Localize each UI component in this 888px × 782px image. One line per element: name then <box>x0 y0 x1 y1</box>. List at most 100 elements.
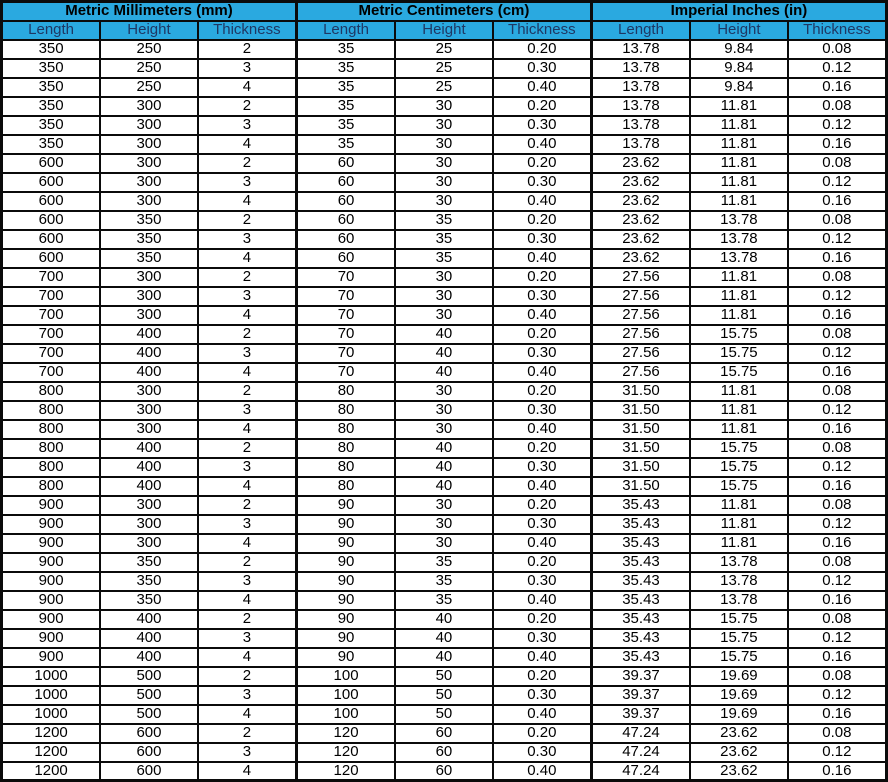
table-cell: 40 <box>394 361 494 383</box>
table-cell: 0.08 <box>786 665 888 687</box>
table-cell: 0.30 <box>491 684 593 706</box>
column-header-row: Length Height Thickness Length Height Thickne… <box>0 19 888 41</box>
table-cell: 300 <box>99 285 199 307</box>
table-cell: 0.40 <box>491 532 593 554</box>
table-cell: 500 <box>99 665 199 687</box>
table-cell: 15.75 <box>689 342 789 364</box>
table-cell: 300 <box>99 399 199 421</box>
table-cell: 60 <box>294 171 397 193</box>
table-cell: 350 <box>0 133 102 155</box>
table-cell: 900 <box>0 646 102 668</box>
table-cell: 3 <box>196 456 298 478</box>
table-cell: 3 <box>196 513 298 535</box>
table-cell: 23.62 <box>589 209 692 231</box>
table-cell: 0.40 <box>491 703 593 725</box>
table-cell: 23.62 <box>689 741 789 763</box>
table-cell: 0.30 <box>491 627 593 649</box>
table-cell: 0.40 <box>491 475 593 497</box>
table-cell: 2 <box>196 437 298 459</box>
table-cell: 11.81 <box>689 133 789 155</box>
table-cell: 400 <box>99 456 199 478</box>
table-cell: 400 <box>99 437 199 459</box>
table-cell: 300 <box>99 266 199 288</box>
table-cell: 30 <box>394 114 494 136</box>
table-cell: 30 <box>394 532 494 554</box>
table-cell: 300 <box>99 152 199 174</box>
table-cell: 4 <box>196 418 298 440</box>
table-cell: 3 <box>196 627 298 649</box>
table-cell: 60 <box>394 741 494 763</box>
table-row: 900 350 3 90 35 0.30 35.43 13.78 0.12 <box>0 570 888 592</box>
table-row: 800 400 2 80 40 0.20 31.50 15.75 0.08 <box>0 437 888 459</box>
table-cell: 4 <box>196 703 298 725</box>
table-cell: 0.20 <box>491 608 593 630</box>
table-cell: 30 <box>394 152 494 174</box>
table-cell: 35.43 <box>589 513 692 535</box>
column-header-thickness: Thickness <box>491 19 593 41</box>
table-cell: 0.40 <box>491 418 593 440</box>
table-row: 800 300 3 80 30 0.30 31.50 11.81 0.12 <box>0 399 888 421</box>
table-cell: 39.37 <box>589 703 692 725</box>
table-cell: 4 <box>196 190 298 212</box>
table-cell: 120 <box>294 741 397 763</box>
table-cell: 11.81 <box>689 380 789 402</box>
table-cell: 0.16 <box>786 418 888 440</box>
table-cell: 600 <box>0 190 102 212</box>
table-cell: 60 <box>294 190 397 212</box>
table-cell: 0.30 <box>491 57 593 79</box>
table-row: 600 350 3 60 35 0.30 23.62 13.78 0.12 <box>0 228 888 250</box>
table-cell: 0.12 <box>786 285 888 307</box>
table-cell: 30 <box>394 418 494 440</box>
table-cell: 300 <box>99 171 199 193</box>
table-cell: 15.75 <box>689 456 789 478</box>
table-cell: 4 <box>196 247 298 269</box>
table-cell: 350 <box>99 589 199 611</box>
table-row: 600 350 2 60 35 0.20 23.62 13.78 0.08 <box>0 209 888 231</box>
table-cell: 700 <box>0 361 102 383</box>
table-cell: 400 <box>99 342 199 364</box>
table-cell: 800 <box>0 475 102 497</box>
table-cell: 0.12 <box>786 342 888 364</box>
table-row: 350 250 3 35 25 0.30 13.78 9.84 0.12 <box>0 57 888 79</box>
table-cell: 0.08 <box>786 608 888 630</box>
table-row: 900 400 3 90 40 0.30 35.43 15.75 0.12 <box>0 627 888 649</box>
table-cell: 9.84 <box>689 76 789 98</box>
column-header-length: Length <box>589 19 692 41</box>
table-cell: 120 <box>294 760 397 782</box>
table-cell: 0.20 <box>491 209 593 231</box>
table-cell: 35 <box>394 209 494 231</box>
table-cell: 800 <box>0 418 102 440</box>
table-cell: 31.50 <box>589 475 692 497</box>
table-cell: 0.16 <box>786 133 888 155</box>
table-cell: 0.12 <box>786 171 888 193</box>
table-row: 1200 600 2 120 60 0.20 47.24 23.62 0.08 <box>0 722 888 744</box>
table-cell: 11.81 <box>689 266 789 288</box>
table-cell: 0.12 <box>786 228 888 250</box>
table-cell: 500 <box>99 703 199 725</box>
table-cell: 2 <box>196 323 298 345</box>
table-cell: 400 <box>99 646 199 668</box>
table-cell: 0.08 <box>786 209 888 231</box>
table-cell: 600 <box>99 760 199 782</box>
table-cell: 90 <box>294 494 397 516</box>
column-header-thickness: Thickness <box>196 19 298 41</box>
table-cell: 27.56 <box>589 361 692 383</box>
table-cell: 70 <box>294 285 397 307</box>
table-cell: 27.56 <box>589 304 692 326</box>
table-cell: 0.08 <box>786 152 888 174</box>
table-cell: 0.20 <box>491 323 593 345</box>
table-cell: 31.50 <box>589 418 692 440</box>
table-cell: 0.20 <box>491 551 593 573</box>
table-cell: 0.20 <box>491 722 593 744</box>
table-row: 700 400 4 70 40 0.40 27.56 15.75 0.16 <box>0 361 888 383</box>
table-cell: 15.75 <box>689 646 789 668</box>
table-row: 800 400 4 80 40 0.40 31.50 15.75 0.16 <box>0 475 888 497</box>
table-cell: 27.56 <box>589 285 692 307</box>
table-cell: 19.69 <box>689 665 789 687</box>
table-cell: 40 <box>394 323 494 345</box>
table-cell: 400 <box>99 361 199 383</box>
table-cell: 3 <box>196 228 298 250</box>
table-cell: 2 <box>196 380 298 402</box>
table-cell: 90 <box>294 551 397 573</box>
table-cell: 80 <box>294 399 397 421</box>
